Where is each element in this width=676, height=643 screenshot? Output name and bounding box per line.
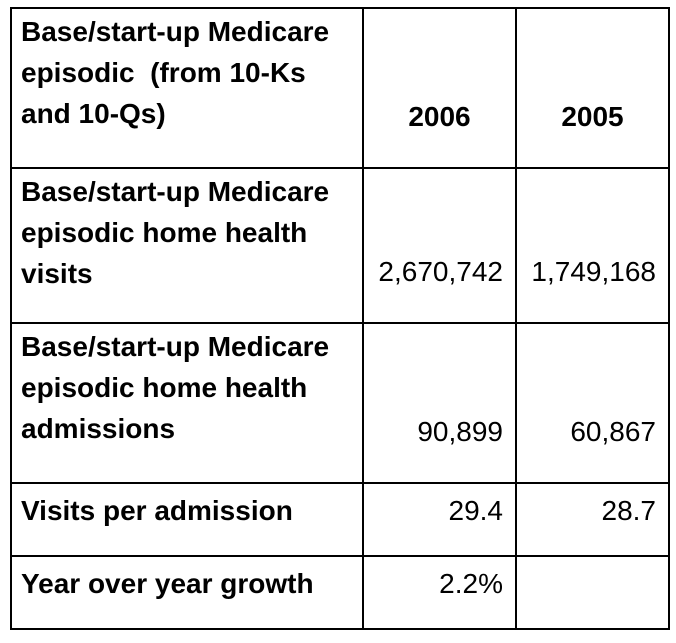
table-row-year-over-year-growth: Year over year growth 2.2% (10, 555, 670, 630)
table-title-cell: Base/start-up Medicare episodic (from 10… (10, 7, 364, 169)
admissions-2005-value: 60,867 (515, 322, 670, 484)
growth-2006-value: 2.2% (362, 555, 517, 630)
table-row-visits-per-admission: Visits per admission 29.4 28.7 (10, 482, 670, 557)
medicare-episodic-table: Base/start-up Medicare episodic (from 10… (10, 7, 670, 630)
table-row-visits: Base/start-up Medicare episodic home hea… (10, 167, 670, 324)
visits-2006-value: 2,670,742 (362, 167, 517, 324)
visits-per-admission-2005-value: 28.7 (515, 482, 670, 557)
visits-per-admission-2006-value: 29.4 (362, 482, 517, 557)
visits-2005-value: 1,749,168 (515, 167, 670, 324)
empty-cell (515, 555, 670, 630)
column-header-2005: 2005 (515, 7, 670, 169)
table-row-admissions: Base/start-up Medicare episodic home hea… (10, 322, 670, 484)
admissions-2006-value: 90,899 (362, 322, 517, 484)
row-label-admissions: Base/start-up Medicare episodic home hea… (10, 322, 364, 484)
table-header-row: Base/start-up Medicare episodic (from 10… (10, 7, 670, 169)
row-label-visits-per-admission: Visits per admission (10, 482, 364, 557)
column-header-2006: 2006 (362, 7, 517, 169)
row-label-year-over-year-growth: Year over year growth (10, 555, 364, 630)
page: { "table": { "header": { "label": "Base/… (0, 7, 676, 643)
row-label-visits: Base/start-up Medicare episodic home hea… (10, 167, 364, 324)
